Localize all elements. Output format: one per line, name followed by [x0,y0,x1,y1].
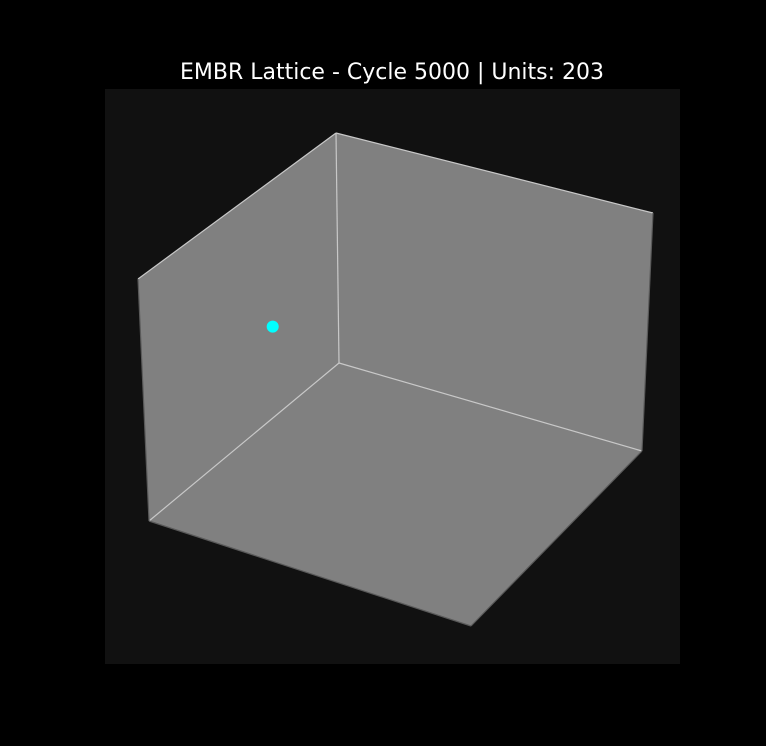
panes-group [138,133,653,626]
pane-back-left [138,133,339,521]
pane-back-right [336,133,653,451]
pane-floor [149,363,642,626]
edge-floor-front-right [470,450,643,627]
edge-origin-z [335,132,340,364]
edge-origin-y [148,362,340,522]
edge-floor-front-left [148,520,472,627]
edge-right-top [335,132,654,214]
edge-right-vertical [641,212,654,452]
edge-origin-x [338,362,643,452]
edge-left-vertical [137,278,150,522]
edge-left-top [137,132,337,280]
points-group [266,320,279,333]
pane-edges-group [137,132,654,627]
data-point [266,320,279,333]
chart-title: EMBR Lattice - Cycle 5000 | Units: 203 [179,60,605,85]
